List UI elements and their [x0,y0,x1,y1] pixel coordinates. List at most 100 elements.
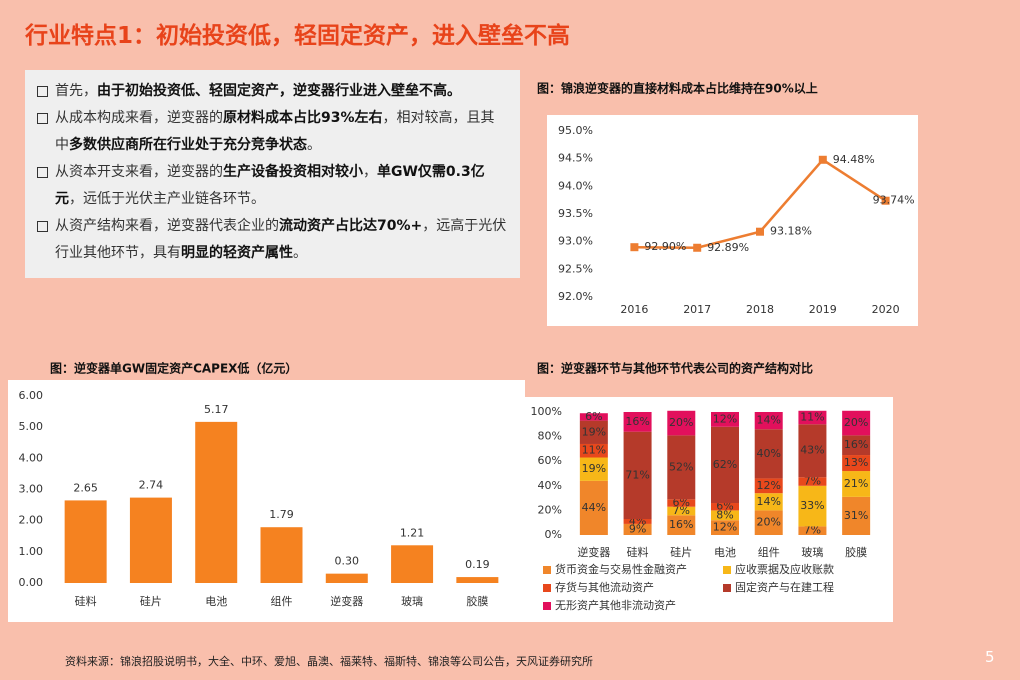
bullet-text: 从资本开支来看，逆变器的 [55,164,223,180]
bullet: 从成本构成来看，逆变器的原材料成本占比93%左右，相对较高，且其中多数供应商所在… [37,105,508,159]
y-tick-label: 60% [538,454,562,467]
data-label: 12% [713,412,737,425]
bar-segment [623,523,652,535]
y-tick-label: 3.00 [19,483,44,496]
bar-segment [579,480,608,535]
data-label: 16% [844,438,868,451]
x-tick-label: 硅片 [670,546,692,559]
legend-label: 存货与其他流动资产 [555,580,654,594]
y-tick-label: 93.5% [558,207,593,220]
data-label: 40% [756,447,780,460]
data-label: 2.74 [139,479,164,492]
x-tick-label: 2017 [683,303,711,316]
bullet: 首先，由于初始投资低、轻固定资产，逆变器行业进入壁垒不高。 [37,78,508,105]
y-tick-label: 100% [531,405,562,418]
bar-segment [798,526,827,535]
bar-segment [667,515,696,535]
y-tick-label: 40% [538,479,562,492]
bar-segment [798,485,827,527]
legend-label: 货币资金与交易性金融资产 [555,562,687,576]
data-label: 93.18% [770,225,812,238]
data-label: 16% [669,518,693,531]
bullet-text: 单GW仅需0.3亿元 [55,164,485,207]
data-label: 20% [669,416,693,429]
data-label: 12% [756,479,780,492]
data-label: 20% [844,416,868,429]
bar-segment [711,503,739,511]
y-tick-label: 6.00 [19,389,44,402]
data-label: 92.90% [644,240,686,253]
legend-swatch [723,584,731,592]
bullet-text: 明显的轻资产属性 [181,245,293,261]
bar-segment [623,431,652,520]
data-label: 12% [713,521,737,534]
chart-title: 图：逆变器单GW固定资产CAPEX低（亿元） [50,361,297,376]
marker [881,196,890,205]
bullet-text: ，远低于光伏主产业链各环节。 [69,191,265,207]
slide-title: 行业特点1：初始投资低，轻固定资产，进入壁垒不高 [25,23,571,49]
y-tick-label: 94.5% [558,152,593,165]
bar-segment [798,424,827,478]
x-tick-label: 硅料 [75,594,97,608]
data-label: 14% [756,495,780,508]
x-tick-label: 组件 [271,594,293,608]
data-label: 19% [582,462,606,475]
bullet-text: 首先， [55,83,97,99]
data-label: 7% [804,524,821,537]
bar-segment [711,412,739,427]
data-label: 7% [673,504,690,517]
bar-segment [754,412,783,430]
page-number: 5 [985,648,995,666]
y-tick-label: 2.00 [19,514,44,527]
bar [64,500,107,583]
bullet-text: 。 [307,137,321,153]
bar-segment [798,477,827,486]
bullet-text: 由于初始投资低、轻固定资产，逆变器行业进入壁垒不高。 [97,83,461,99]
legend-label: 应收票据及应收账款 [735,562,834,576]
legend-label: 固定资产与在建工程 [735,580,834,594]
bar-segment [711,520,739,535]
data-label: 7% [804,474,821,487]
bar-segment [842,496,871,535]
legend-swatch [543,602,551,610]
bullet-box: 首先，由于初始投资低、轻固定资产，逆变器行业进入壁垒不高。 从成本构成来看，逆变器… [25,70,520,278]
bar-segment [754,493,783,511]
bar-segment [842,410,871,436]
data-label: 19% [582,425,606,438]
bar-segment [667,435,696,500]
bar-segment [667,410,696,436]
legend-swatch [723,566,731,574]
marker [693,243,702,252]
y-tick-label: 0.00 [19,576,44,589]
data-label: 8% [716,508,733,521]
x-tick-label: 2019 [809,303,837,316]
x-tick-label: 硅片 [140,595,162,608]
data-label: 71% [625,468,649,481]
data-label: 31% [844,509,868,522]
x-tick-label: 电池 [205,595,227,608]
data-label: 14% [756,414,780,427]
data-label: 43% [800,444,824,457]
bar-segment [623,519,652,524]
bar-segment [711,510,739,521]
x-tick-label: 2020 [872,303,900,316]
data-label: 0.19 [465,558,490,571]
data-label: 20% [756,516,780,529]
x-tick-label: 胶膜 [466,594,488,608]
bar-segment [579,420,608,444]
marker [818,155,827,164]
bar-segment [667,499,696,507]
y-tick-label: 20% [538,503,562,516]
x-tick-label: 2018 [746,303,774,316]
bullet-text: ，相对较高，且其中 [55,110,495,153]
x-tick-label: 胶膜 [845,545,867,559]
marker [756,227,764,236]
data-label: 21% [844,477,868,490]
bar-segment [579,443,608,458]
data-label: 13% [844,456,868,469]
data-label: 6% [585,410,602,423]
chart-title: 图：锦浪逆变器的直接材料成本占比维持在90%以上 [537,81,818,96]
bullet: 从资产结构来看，逆变器代表企业的流动资产占比达70%+，远高于光伏行业其他环节，… [37,213,508,267]
